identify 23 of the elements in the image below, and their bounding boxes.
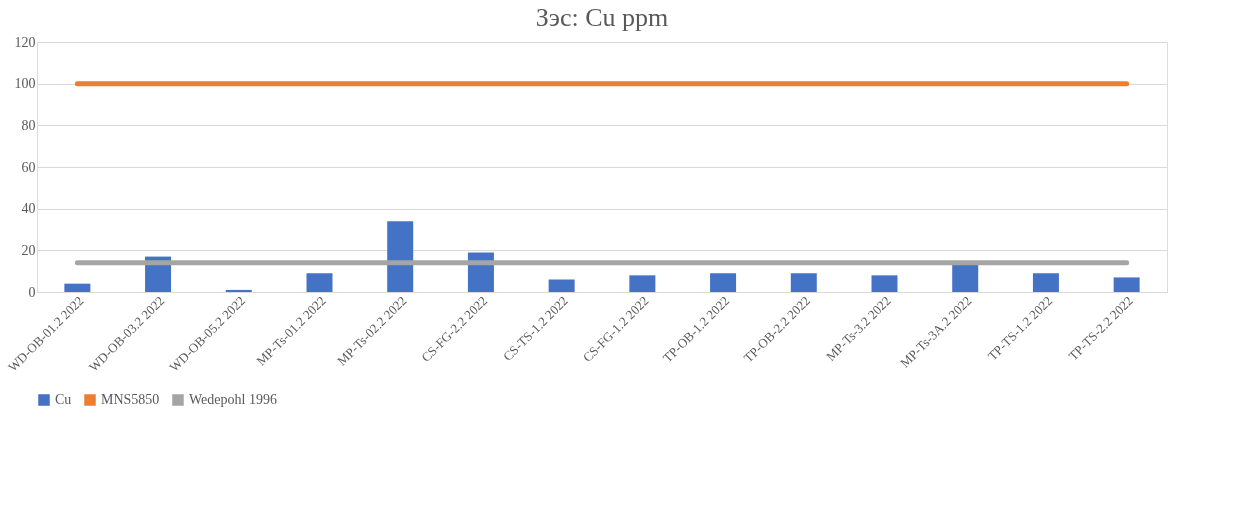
y-tick-label: 60 xyxy=(21,159,36,175)
bar xyxy=(548,279,575,292)
bar xyxy=(64,283,91,292)
legend-label: Cu xyxy=(55,392,72,407)
bar xyxy=(387,221,414,292)
y-tick-label: 100 xyxy=(14,76,36,92)
bar xyxy=(710,273,737,292)
bar xyxy=(871,275,898,292)
legend-label: MNS5850 xyxy=(101,392,160,407)
bar xyxy=(1113,277,1140,292)
bar xyxy=(1032,273,1059,292)
y-tick-label: 20 xyxy=(21,242,36,258)
y-tick-label: 0 xyxy=(28,284,36,300)
legend-label: Wedepohl 1996 xyxy=(189,392,277,407)
chart-title: Зэс: Cu ppm xyxy=(535,3,669,32)
bar xyxy=(790,273,817,292)
bar xyxy=(225,289,252,292)
y-tick-label: 120 xyxy=(14,34,36,50)
bar xyxy=(306,273,333,292)
y-tick-label: 40 xyxy=(21,201,36,217)
bar xyxy=(629,275,656,292)
y-tick-label: 80 xyxy=(21,117,36,133)
bar xyxy=(952,264,979,292)
